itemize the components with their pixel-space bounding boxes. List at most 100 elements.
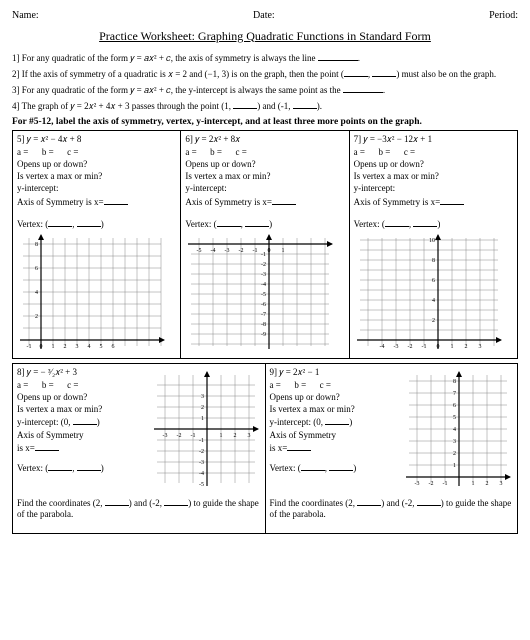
svg-text:-1: -1 [261, 252, 266, 258]
p7-vtx-b2[interactable] [413, 218, 437, 227]
p9-b: b = [294, 380, 306, 390]
p9-a: a = [270, 380, 281, 390]
p8-find-a: Find the coordinates (2, [17, 498, 105, 508]
svg-text:3: 3 [201, 394, 204, 400]
svg-text:-9: -9 [261, 332, 266, 338]
p8-vtx-a: Vertex: ( [17, 463, 48, 473]
name-label: Name: [12, 10, 39, 23]
p9-eq: 9] 𝑦 = 2𝑥² − 1 [270, 367, 400, 378]
svg-text:2: 2 [233, 433, 236, 439]
svg-text:-5: -5 [261, 292, 266, 298]
svg-text:-3: -3 [199, 460, 204, 466]
p7-maxmin: Is vertex a max or min? [354, 171, 513, 182]
problems-row-2: 8] 𝑦 = − ³⁄₂𝑥² + 3 a = b = c = Opens up … [12, 363, 518, 534]
p9-opens: Opens up or down? [270, 392, 400, 403]
p7-yint: y-intercept: [354, 183, 513, 194]
svg-text:0: 0 [40, 344, 43, 350]
p9-find-a: Find the coordinates (2, [270, 498, 358, 508]
q3-blank[interactable] [343, 84, 383, 93]
p9-aos-b: is x= [270, 443, 288, 453]
p8-vtx-b1[interactable] [48, 462, 72, 471]
problem-6: 6] 𝑦 = 2𝑥² + 8𝑥 a = b = c = Opens up or … [181, 131, 349, 359]
p6-vtx-b1[interactable] [217, 218, 241, 227]
p5-vtx-b1[interactable] [48, 218, 72, 227]
p7-vtx-a: Vertex: ( [354, 219, 385, 229]
p9-find-b1[interactable] [357, 497, 381, 506]
svg-text:-1: -1 [253, 248, 258, 254]
svg-text:6: 6 [453, 403, 456, 409]
q2-blank-2[interactable] [372, 68, 396, 77]
svg-text:1: 1 [219, 433, 222, 439]
svg-text:0: 0 [268, 248, 271, 254]
svg-text:2: 2 [35, 314, 38, 320]
svg-text:7: 7 [453, 391, 456, 397]
svg-text:10: 10 [429, 238, 435, 244]
svg-text:3: 3 [247, 433, 250, 439]
p5-aos-blank[interactable] [104, 196, 128, 205]
svg-text:-2: -2 [429, 481, 434, 487]
p8-aos-b: is x= [17, 443, 35, 453]
svg-text:8: 8 [432, 258, 435, 264]
svg-text:1: 1 [453, 463, 456, 469]
p9-aos-blank[interactable] [287, 442, 311, 451]
q4-blank-2[interactable] [293, 100, 317, 109]
svg-text:-2: -2 [407, 344, 412, 350]
p8-find-b1[interactable] [105, 497, 129, 506]
p7-vtx-c: ) [437, 219, 440, 229]
p9-maxmin: Is vertex a max or min? [270, 404, 400, 415]
p8-vtx-b2[interactable] [77, 462, 101, 471]
p8-yint-blank[interactable] [73, 416, 97, 425]
svg-text:-6: -6 [261, 302, 266, 308]
svg-text:-2: -2 [176, 433, 181, 439]
q1-blank[interactable] [318, 52, 358, 61]
grid-9: -3-2-112312345678 [403, 369, 513, 492]
p5-vtx-b2[interactable] [77, 218, 101, 227]
p9-c: c = [320, 380, 331, 390]
p6-vtx-b2[interactable] [245, 218, 269, 227]
grid-5: -101234562468 [17, 232, 176, 355]
q1-end: . [358, 53, 360, 63]
q2-blank-1[interactable] [344, 68, 368, 77]
svg-text:2: 2 [201, 405, 204, 411]
p5-maxmin: Is vertex a max or min? [17, 171, 176, 182]
svg-text:8: 8 [453, 379, 456, 385]
p6-aos-blank[interactable] [272, 196, 296, 205]
svg-text:6: 6 [112, 344, 115, 350]
p7-aos-blank[interactable] [440, 196, 464, 205]
q4-mid: ) and (-1, [257, 101, 293, 111]
p7-eq: 7] 𝑦 = −3𝑥² − 12𝑥 + 1 [354, 134, 513, 145]
svg-text:-2: -2 [239, 248, 244, 254]
svg-text:-2: -2 [199, 449, 204, 455]
p7-vtx-b1[interactable] [385, 218, 409, 227]
p7-aos: Axis of Symmetry is x= [354, 197, 441, 207]
q1-text: 1] For any quadratic of the form 𝑦 = 𝑎𝑥²… [12, 53, 318, 63]
svg-text:6: 6 [35, 266, 38, 272]
p8-find-b: ) and (-2, [129, 498, 165, 508]
p9-find-b2[interactable] [417, 497, 441, 506]
p9-vtx-b2[interactable] [329, 462, 353, 471]
p5-b: b = [42, 147, 54, 157]
p5-a: a = [17, 147, 28, 157]
p8-aos-blank[interactable] [35, 442, 59, 451]
p5-aos: Axis of Symmetry is x= [17, 197, 104, 207]
svg-text:-2: -2 [261, 262, 266, 268]
p8-eq: 8] 𝑦 = − ³⁄₂𝑥² + 3 [17, 367, 147, 378]
p9-vtx-a: Vertex: ( [270, 463, 301, 473]
p6-opens: Opens up or down? [185, 159, 344, 170]
svg-text:3: 3 [453, 439, 456, 445]
svg-text:3: 3 [478, 344, 481, 350]
svg-text:5: 5 [453, 415, 456, 421]
p9-vtx-b1[interactable] [301, 462, 325, 471]
svg-text:2: 2 [64, 344, 67, 350]
p5-vtx-a: Vertex: ( [17, 219, 48, 229]
p6-c: c = [235, 147, 246, 157]
p9-yint-blank[interactable] [325, 416, 349, 425]
svg-text:0: 0 [436, 344, 439, 350]
grid-6: -5-4-3-2-101-1-2-3-4-5-6-7-8-9 [185, 232, 344, 355]
grid-7: -4-3-2-10123246810 [354, 232, 513, 355]
p8-yint-b: ) [97, 417, 100, 427]
q4-blank-1[interactable] [233, 100, 257, 109]
q3-text: 3] For any quadratic of the form 𝑦 = 𝑎𝑥²… [12, 85, 343, 95]
p8-find-b2[interactable] [164, 497, 188, 506]
grid-8: -3-2-1123123-1-2-3-4-5 [151, 369, 261, 492]
